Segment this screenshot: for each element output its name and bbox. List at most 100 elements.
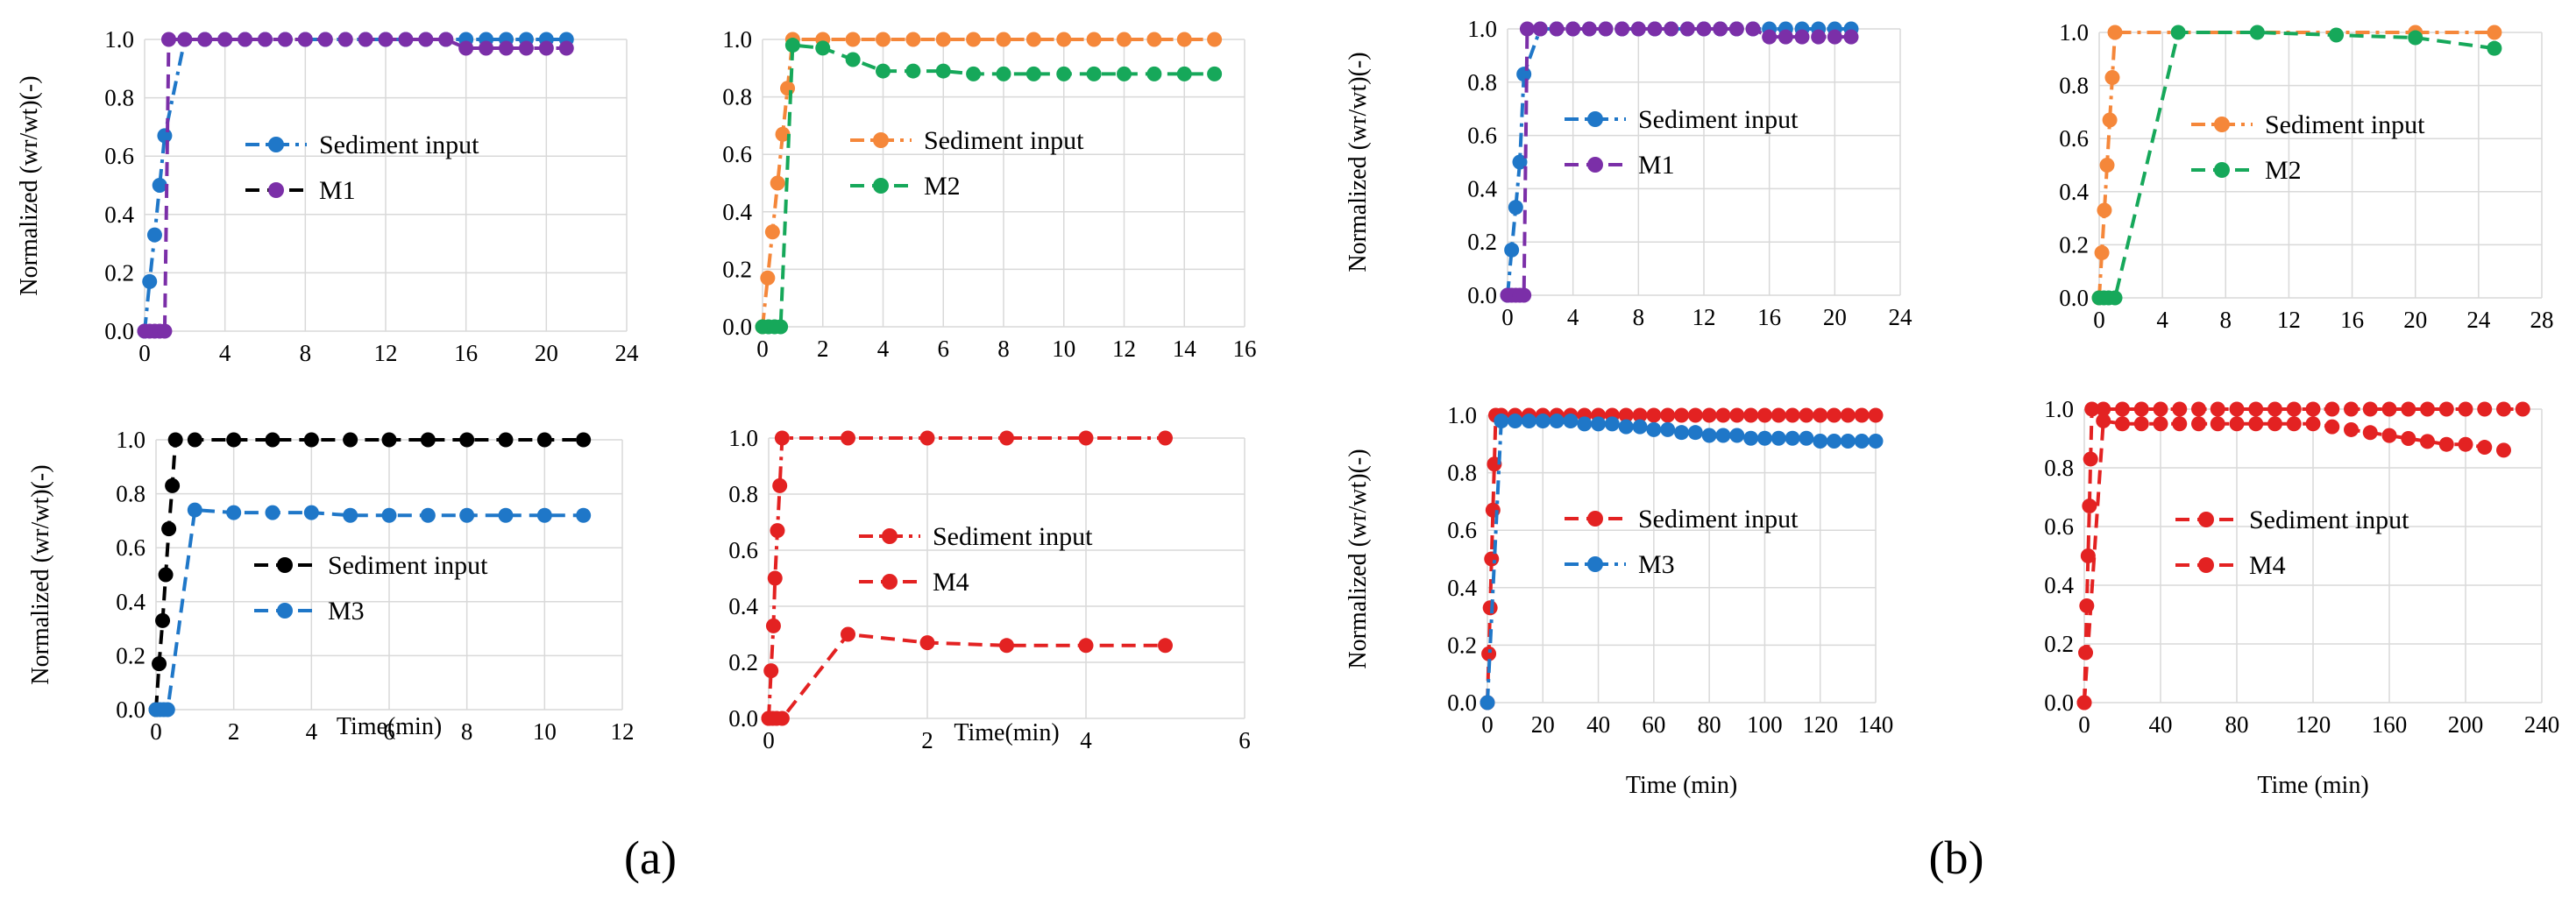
data-point xyxy=(1660,407,1676,423)
y-tick-label: 0.4 xyxy=(722,199,752,225)
chart-b4: 0.0 0.2 0.4 0.6 0.8 1.0 0 40 80 120 160 200 240 Time … xyxy=(2044,396,2559,799)
data-point xyxy=(265,432,280,448)
data-point xyxy=(767,570,783,586)
data-point xyxy=(1771,430,1786,446)
data-point xyxy=(2248,401,2264,417)
y-tick-label: 0.2 xyxy=(722,256,752,282)
x-tick-label: 10 xyxy=(533,718,557,745)
data-point xyxy=(1632,419,1648,435)
data-point xyxy=(2401,431,2416,446)
legend-entry: M3 xyxy=(1638,550,1675,579)
y-tick-label: 0.6 xyxy=(116,534,145,561)
data-point xyxy=(905,32,921,47)
data-point xyxy=(2115,401,2130,417)
x-tick-label: 4 xyxy=(1567,304,1579,330)
legend-swatch-marker xyxy=(2198,557,2214,573)
data-point xyxy=(845,32,861,47)
y-tick-label: 0.4 xyxy=(2059,179,2089,205)
data-point xyxy=(1813,407,1828,423)
data-point xyxy=(1660,421,1676,437)
data-point xyxy=(2305,401,2321,417)
y-tick-label: 0.8 xyxy=(2044,455,2074,481)
data-point xyxy=(1762,29,1778,45)
y-tick-label: 1.0 xyxy=(2059,19,2089,46)
legend: Sediment input M1 xyxy=(1565,105,1799,180)
y-tick-label: 1.0 xyxy=(728,425,758,451)
data-point xyxy=(2286,401,2302,417)
data-point xyxy=(1799,430,1814,446)
data-point xyxy=(1484,551,1500,567)
data-point xyxy=(152,656,167,672)
data-point xyxy=(1729,407,1745,423)
series-line-m3 xyxy=(156,508,584,711)
data-point xyxy=(2362,401,2378,417)
data-point xyxy=(2248,416,2264,432)
data-point xyxy=(152,178,167,193)
y-tick-label: 0.4 xyxy=(1467,175,1497,202)
data-point xyxy=(317,32,333,47)
x-tick-label: 24 xyxy=(615,340,640,366)
chart-a1: 0.0 0.2 0.4 0.6 0.8 1.0 0 4 8 12 16 20 24 Normalized … xyxy=(16,26,639,366)
series-line-sediment-input xyxy=(1486,414,1876,703)
data-point xyxy=(343,507,358,523)
data-point xyxy=(1078,638,1094,654)
data-point xyxy=(167,432,183,448)
x-tick-label: 120 xyxy=(2296,711,2331,738)
data-point xyxy=(773,319,789,335)
legend-swatch-marker xyxy=(277,557,293,573)
x-tick-label: 100 xyxy=(1747,711,1783,738)
data-point xyxy=(142,273,158,289)
data-point xyxy=(2487,40,2502,56)
data-point xyxy=(297,32,313,47)
legend-entry: M1 xyxy=(319,176,356,205)
y-tick-label: 0.6 xyxy=(104,143,134,169)
data-point xyxy=(966,32,982,47)
data-point xyxy=(420,507,436,523)
data-point xyxy=(1674,425,1689,441)
data-point xyxy=(1771,407,1786,423)
x-tick-label: 28 xyxy=(2530,307,2554,333)
data-point xyxy=(1117,32,1132,47)
data-point xyxy=(1207,66,1223,81)
y-axis-title: Normalized (wr/wt)(-) xyxy=(1345,52,1372,272)
data-point xyxy=(2102,112,2118,128)
x-axis-title: Time(min) xyxy=(337,713,442,740)
data-point xyxy=(197,32,213,47)
data-point xyxy=(1868,407,1884,423)
legend: Sediment input M3 xyxy=(254,551,488,626)
data-point xyxy=(1664,21,1679,37)
data-point xyxy=(1679,21,1695,37)
data-point xyxy=(1778,29,1793,45)
chart-a3: 0.0 0.2 0.4 0.6 0.8 1.0 0 2 4 6 8 10 12 Normalized (w… xyxy=(27,427,635,745)
chart-b2: 0.0 0.2 0.4 0.6 0.8 1.0 0 4 8 12 16 20 24 28 Sediment … xyxy=(2059,19,2553,333)
data-point xyxy=(226,505,242,520)
data-point xyxy=(378,32,394,47)
legend-swatch-marker xyxy=(1587,556,1603,572)
data-point xyxy=(343,432,358,448)
data-point xyxy=(1519,21,1535,37)
data-point xyxy=(1728,21,1744,37)
data-point xyxy=(2267,416,2282,432)
data-point xyxy=(458,40,474,56)
data-point xyxy=(1632,407,1648,423)
data-point xyxy=(576,507,592,523)
data-point xyxy=(774,430,790,446)
data-point xyxy=(1813,434,1828,449)
legend-entry: Sediment input xyxy=(1638,105,1799,134)
series-line-sediment-input xyxy=(1506,27,1851,296)
data-point xyxy=(2153,401,2168,417)
data-point xyxy=(763,663,779,679)
x-tick-label: 240 xyxy=(2524,711,2560,738)
legend-swatch-marker xyxy=(873,178,889,194)
data-point xyxy=(165,477,181,493)
data-point xyxy=(1614,21,1630,37)
x-tick-label: 16 xyxy=(1233,336,1257,362)
x-tick-label: 12 xyxy=(374,340,398,366)
x-tick-label: 6 xyxy=(938,336,950,362)
data-point xyxy=(1799,407,1814,423)
data-point xyxy=(2094,244,2110,260)
data-point xyxy=(760,270,776,286)
data-point xyxy=(155,612,171,628)
data-point xyxy=(2107,25,2123,40)
data-point xyxy=(1056,66,1072,81)
